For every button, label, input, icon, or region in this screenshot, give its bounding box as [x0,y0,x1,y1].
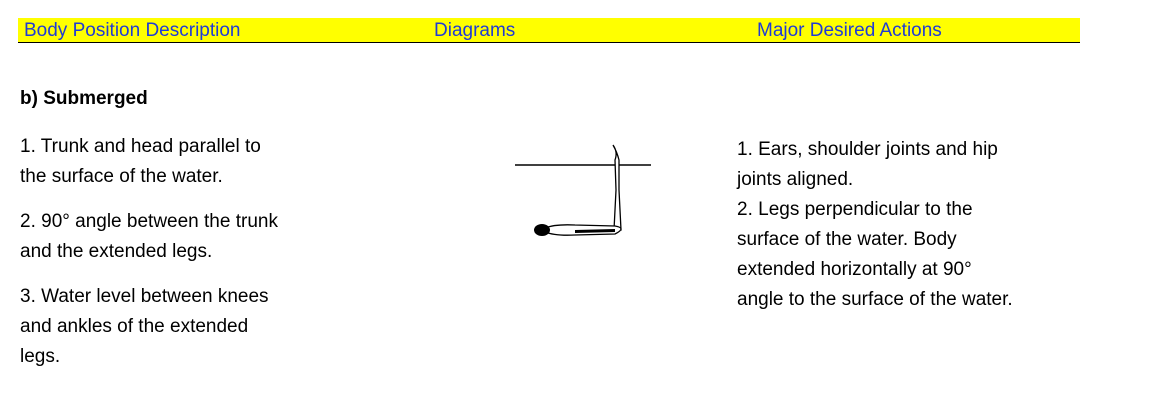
text-line: 2. Legs perpendicular to the [737,199,973,220]
section-title: b) Submerged [20,88,148,109]
text-line: the surface of the water. [20,166,223,187]
diagram [515,144,651,236]
text-line: and the extended legs. [20,241,213,262]
text-line: 1. Ears, shoulder joints and hip [737,139,998,160]
text-line: and ankles of the extended [20,316,249,337]
column-header: Body Position Description [24,20,241,41]
column-header: Major Desired Actions [757,20,942,41]
text-line: joints aligned. [737,169,854,190]
text-line: 3. Water level between knees [20,286,269,307]
column-header: Diagrams [434,20,516,41]
text-line: 2. 90° angle between the trunk [20,211,278,232]
header-bar: Body Position Description Diagrams Major… [18,18,1080,43]
text-line: extended horizontally at 90° [737,259,972,280]
text-line: legs. [20,346,61,367]
text-line: 1. Trunk and head parallel to [20,136,261,157]
text-line: angle to the surface of the water. [737,289,1013,310]
text-line: surface of the water. Body [737,229,957,250]
